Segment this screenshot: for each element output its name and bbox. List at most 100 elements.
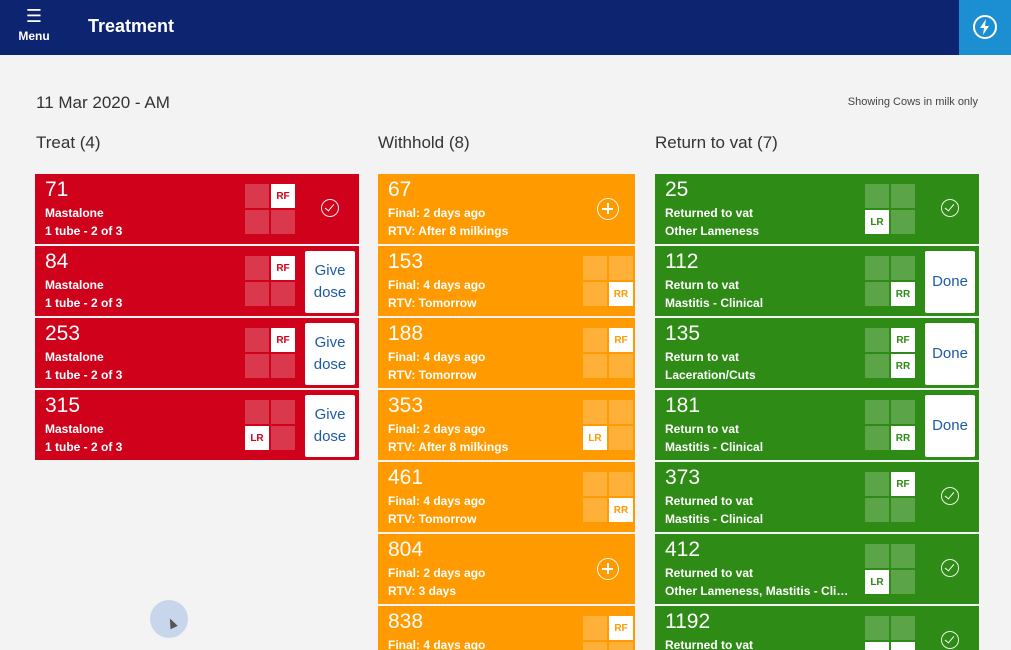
give-dose-button[interactable]: Give dose [305, 323, 355, 385]
udder-quarter: LR [865, 210, 889, 234]
check-circle-icon[interactable] [321, 199, 339, 217]
udder-quarter-grid: RF [245, 328, 295, 378]
udder-quarter [891, 256, 915, 280]
card-primary-text: Final: 2 days ago [388, 566, 486, 580]
check-circle-icon[interactable] [941, 487, 959, 505]
cow-card[interactable]: 181 Return to vat Mastitis - Clinical RR Don… [655, 390, 979, 460]
udder-quarter [583, 498, 607, 522]
udder-quarter-grid: LR [245, 400, 295, 450]
cow-number: 188 [388, 322, 424, 345]
card-primary-text: Returned to vat [665, 638, 754, 650]
cow-card[interactable]: 67 Final: 2 days ago RTV: After 8 milkings [378, 174, 635, 244]
udder-quarter [891, 184, 915, 208]
cow-number: 112 [665, 250, 699, 273]
udder-quarter [891, 544, 915, 568]
udder-quarter [583, 400, 607, 424]
udder-quarter [583, 616, 607, 640]
hamburger-icon: ☰ [25, 6, 43, 26]
card-secondary-text: 1 tube - 2 of 3 [45, 368, 123, 382]
card-secondary-text: 1 tube - 2 of 3 [45, 440, 123, 454]
check-circle-icon[interactable] [941, 199, 959, 217]
cow-number: 461 [388, 466, 424, 489]
udder-quarter-grid: RR [865, 400, 915, 450]
session-date: 11 Mar 2020 - AM [36, 93, 170, 112]
cow-number: 153 [388, 250, 424, 273]
udder-quarter: RF [891, 328, 915, 352]
cow-card[interactable]: 838 Final: 4 days ago RF [378, 606, 635, 650]
card-secondary-text: Mastitis - Clinical [665, 440, 764, 454]
cow-card[interactable]: 84 Mastalone 1 tube - 2 of 3 RF Give dose [35, 246, 359, 316]
card-secondary-text: RTV: After 8 milkings [388, 440, 509, 454]
give-dose-button[interactable]: Give dose [305, 395, 355, 457]
udder-quarter [609, 354, 633, 378]
cow-card[interactable]: 135 Return to vat Laceration/Cuts RF RR Done [655, 318, 979, 388]
cow-number: 804 [388, 538, 424, 561]
cow-card[interactable]: 253 Mastalone 1 tube - 2 of 3 RF Give dose [35, 318, 359, 388]
plus-circle-icon[interactable] [597, 198, 619, 220]
udder-quarter: RR [609, 282, 633, 306]
udder-quarter-grid: LRRR [865, 616, 915, 650]
udder-quarter-grid: RR [583, 472, 633, 522]
card-primary-text: Return to vat [665, 278, 740, 292]
card-primary-text: Return to vat [665, 350, 740, 364]
done-button[interactable]: Done [925, 251, 975, 313]
udder-quarter [865, 616, 889, 640]
card-secondary-text: RTV: 3 days [388, 584, 457, 598]
check-circle-icon[interactable] [941, 631, 959, 649]
done-button[interactable]: Done [925, 395, 975, 457]
return-column: 25 Returned to vat Other Lameness LR 112 Retu… [655, 174, 979, 650]
udder-quarter [271, 426, 295, 450]
udder-quarter: LR [583, 426, 607, 450]
card-primary-text: Returned to vat [665, 206, 754, 220]
cow-number: 67 [388, 178, 412, 201]
cow-number: 412 [665, 538, 701, 561]
plus-circle-icon[interactable] [597, 558, 619, 580]
filter-note[interactable]: Showing Cows in milk only [847, 96, 978, 108]
card-secondary-text: RTV: After 8 milkings [388, 224, 509, 238]
udder-quarter: RF [271, 184, 295, 208]
done-button[interactable]: Done [925, 323, 975, 385]
cow-number: 353 [388, 394, 424, 417]
udder-quarter-grid: RR [865, 256, 915, 306]
udder-quarter [609, 642, 633, 650]
cow-card[interactable]: 804 Final: 2 days ago RTV: 3 days [378, 534, 635, 604]
check-circle-icon[interactable] [941, 559, 959, 577]
cow-card[interactable]: 353 Final: 2 days ago RTV: After 8 milking… [378, 390, 635, 460]
cow-number: 373 [665, 466, 701, 489]
quick-action-button[interactable] [959, 0, 1011, 55]
udder-quarter [609, 472, 633, 496]
udder-quarter [245, 256, 269, 280]
udder-quarter [865, 426, 889, 450]
cow-card[interactable]: 1192 Returned to vat LRRR [655, 606, 979, 650]
menu-button[interactable]: ☰ Menu [12, 6, 56, 50]
card-secondary-text: 1 tube - 2 of 3 [45, 296, 123, 310]
cow-card[interactable]: 188 Final: 4 days ago RTV: Tomorrow RF [378, 318, 635, 388]
udder-quarter-grid: RR [583, 256, 633, 306]
return-column-title: Return to vat (7) [655, 133, 778, 152]
cow-card[interactable]: 25 Returned to vat Other Lameness LR [655, 174, 979, 244]
cow-card[interactable]: 412 Returned to vat Other Lameness, Mastit… [655, 534, 979, 604]
card-secondary-text: Laceration/Cuts [665, 368, 756, 382]
card-primary-text: Mastalone [45, 422, 104, 436]
cow-card[interactable]: 373 Returned to vat Mastitis - Clinical RF [655, 462, 979, 532]
udder-quarter [865, 282, 889, 306]
menu-label: Menu [18, 29, 50, 43]
cow-card[interactable]: 112 Return to vat Mastitis - Clinical RR Don… [655, 246, 979, 316]
cow-card[interactable]: 153 Final: 4 days ago RTV: Tomorrow RR [378, 246, 635, 316]
cow-card[interactable]: 71 Mastalone 1 tube - 2 of 3 RF [35, 174, 359, 244]
udder-quarter: RR [891, 642, 915, 650]
cow-card[interactable]: 461 Final: 4 days ago RTV: Tomorrow RR [378, 462, 635, 532]
udder-quarter [245, 354, 269, 378]
cow-number: 253 [45, 322, 81, 345]
udder-quarter: RF [609, 328, 633, 352]
udder-quarter [891, 400, 915, 424]
cow-card[interactable]: 315 Mastalone 1 tube - 2 of 3 LR Give dose [35, 390, 359, 460]
udder-quarter-grid: LR [865, 544, 915, 594]
udder-quarter [271, 354, 295, 378]
give-dose-button[interactable]: Give dose [305, 251, 355, 313]
udder-quarter-grid: RF [583, 328, 633, 378]
udder-quarter [583, 282, 607, 306]
udder-quarter [865, 328, 889, 352]
treat-column: 71 Mastalone 1 tube - 2 of 3 RF 84 Mastalone 1… [35, 174, 359, 462]
udder-quarter [245, 184, 269, 208]
